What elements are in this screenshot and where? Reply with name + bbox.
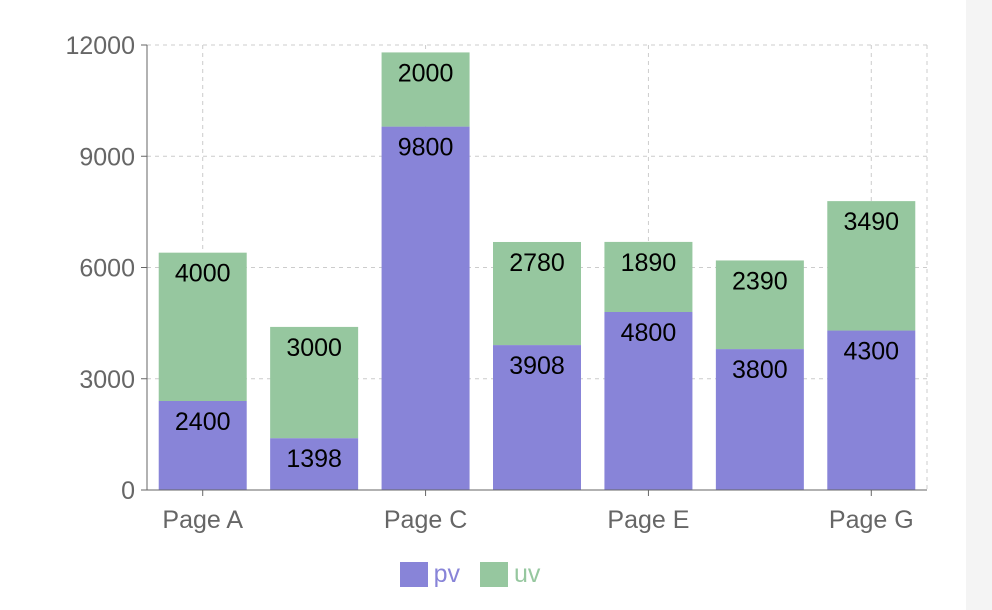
bar-label-uv: 2390 bbox=[732, 267, 788, 295]
bar-label-uv: 4000 bbox=[175, 260, 231, 288]
x-tick-label: Page E bbox=[607, 506, 689, 534]
bar-label-pv: 3908 bbox=[509, 352, 565, 380]
legend-label-uv: uv bbox=[514, 560, 541, 588]
bar-pv bbox=[158, 401, 247, 490]
bar-label-pv: 4300 bbox=[843, 338, 899, 366]
bar-uv bbox=[381, 52, 470, 127]
x-tick-label: Page A bbox=[162, 506, 243, 534]
bar-pv bbox=[715, 349, 804, 490]
bar-label-uv: 3000 bbox=[286, 334, 342, 362]
bar-pv bbox=[270, 438, 359, 490]
x-tick-label: Page G bbox=[829, 506, 914, 534]
bar-pv bbox=[604, 312, 693, 490]
bar-label-uv: 2780 bbox=[509, 249, 565, 277]
bar-label-pv: 4800 bbox=[621, 319, 677, 347]
bar-pv bbox=[493, 345, 581, 490]
legend: pv uv bbox=[0, 560, 940, 589]
y-tick-label: 3000 bbox=[79, 366, 135, 394]
y-tick-label: 12000 bbox=[65, 32, 135, 60]
y-tick-label: 9000 bbox=[79, 143, 135, 171]
legend-item-uv[interactable]: uv bbox=[480, 560, 540, 589]
bar-label-uv: 1890 bbox=[621, 249, 677, 277]
bar-uv bbox=[158, 252, 247, 401]
y-tick-label: 0 bbox=[121, 477, 135, 505]
x-tick-label: Page C bbox=[384, 506, 467, 534]
legend-label-pv: pv bbox=[433, 560, 460, 588]
bar-label-pv: 1398 bbox=[286, 445, 342, 473]
bar-uv bbox=[493, 241, 581, 346]
bar-uv bbox=[604, 241, 693, 312]
y-tick-label: 6000 bbox=[79, 255, 135, 283]
bar-pv bbox=[381, 126, 470, 490]
scrollbar-track bbox=[966, 0, 992, 610]
legend-swatch-uv bbox=[480, 562, 508, 587]
bar-pv bbox=[827, 330, 916, 490]
bar-uv bbox=[715, 260, 804, 350]
bar-uv bbox=[270, 326, 359, 439]
bar-label-pv: 9800 bbox=[398, 134, 454, 162]
legend-swatch-pv bbox=[399, 562, 428, 587]
legend-item-pv[interactable]: pv bbox=[399, 560, 460, 589]
bar-label-pv: 3800 bbox=[732, 356, 788, 384]
bar-label-uv: 3490 bbox=[843, 208, 899, 236]
bar-label-pv: 2400 bbox=[175, 408, 231, 436]
bar-label-uv: 2000 bbox=[398, 59, 454, 87]
bar-uv bbox=[827, 201, 916, 331]
